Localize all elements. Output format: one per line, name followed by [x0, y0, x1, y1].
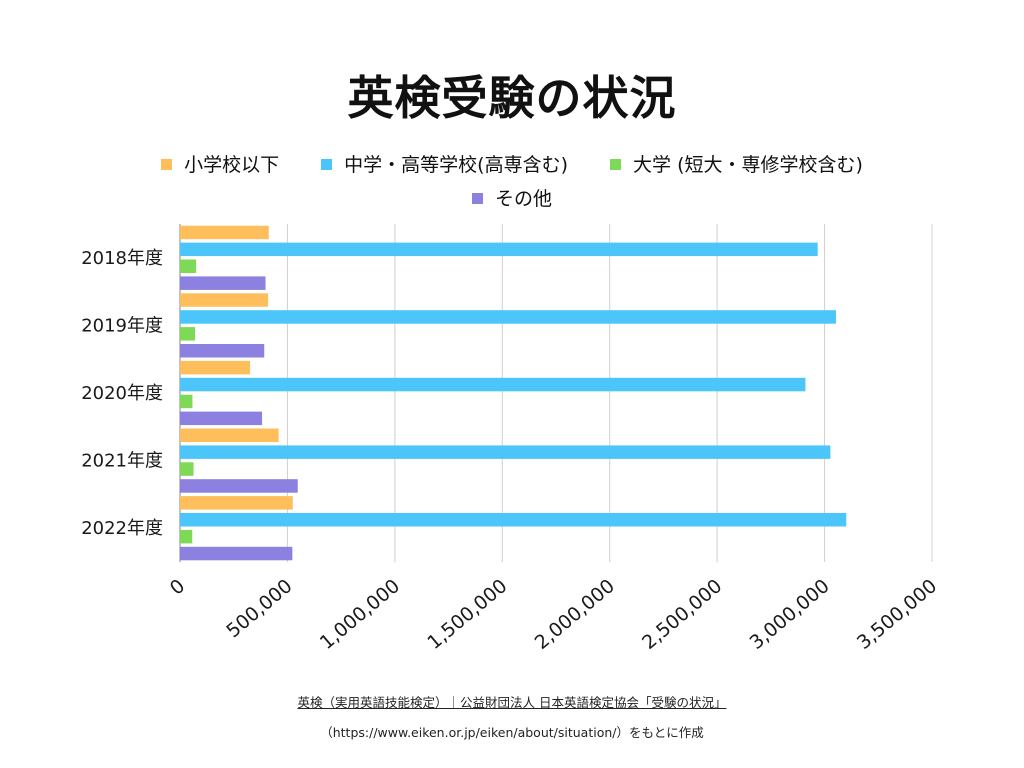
source-line-2: （https://www.eiken.or.jp/eiken/about/sit…: [320, 725, 704, 740]
bar: [180, 462, 194, 476]
bar: [180, 496, 293, 510]
bar: [180, 529, 193, 544]
x-tick-label: 3,500,000: [853, 575, 941, 654]
x-tick-labels: 0 500,000 1,000,000 1,500,000 2,000,000 2,500…: [166, 575, 941, 654]
bar: [180, 546, 293, 561]
source-line-1: 英検（実用英語技能検定）｜公益財団法人 日本英語検定協会「受験の状況」: [297, 695, 727, 710]
x-tick-label: 0: [166, 575, 189, 600]
category-label: 2019年度: [81, 315, 163, 336]
x-tick-label: 1,500,000: [423, 575, 511, 654]
category-label: 2018年度: [81, 248, 163, 269]
legend: 小学校以下 中学・高等学校(高専含む) 大学 (短大・専修学校含む) その他: [112, 148, 912, 216]
bar: [180, 327, 196, 341]
category-label: 2020年度: [81, 383, 163, 404]
bar: [180, 479, 298, 493]
x-tick-label: 500,000: [222, 575, 296, 642]
bar: [180, 293, 269, 307]
bar: [180, 394, 193, 409]
bar-chart: 2018年度 2019年度 2020年度 2021年度 2022年度 0 500,000 1…: [81, 224, 941, 654]
legend-swatch: [471, 193, 483, 204]
gridlines: [179, 224, 933, 562]
legend-label: 小学校以下: [184, 154, 280, 176]
legend-label: その他: [494, 188, 552, 210]
legend-label: 中学・高等学校(高専含む): [344, 154, 568, 176]
legend-swatch: [321, 159, 333, 170]
source-note: 英検（実用英語技能検定）｜公益財団法人 日本英語検定協会「受験の状況」 （htt…: [0, 688, 1024, 748]
legend-item-secondary: 中学・高等学校(高専含む): [321, 148, 568, 182]
bar: [180, 513, 847, 527]
bar: [180, 377, 806, 392]
bar: [180, 445, 831, 459]
x-tick-label: 2,500,000: [638, 575, 726, 654]
bars: [180, 225, 847, 561]
legend-item-elementary: 小学校以下: [161, 148, 279, 182]
category-label: 2021年度: [81, 451, 163, 472]
x-tick-label: 2,000,000: [531, 575, 619, 654]
category-labels: 2018年度 2019年度 2020年度 2021年度 2022年度: [81, 248, 163, 539]
bar: [180, 242, 818, 257]
x-tick-label: 3,000,000: [746, 575, 834, 654]
chart-title: 英検受験の状況: [347, 71, 677, 125]
bar: [180, 344, 265, 358]
legend-item-university: 大学 (短大・専修学校含む): [610, 148, 863, 182]
bar: [180, 259, 197, 273]
legend-swatch: [161, 159, 173, 170]
bar: [180, 225, 269, 240]
legend-swatch: [610, 159, 622, 170]
bar: [180, 310, 836, 324]
bar: [180, 360, 251, 375]
category-label: 2022年度: [81, 518, 163, 539]
legend-item-other: その他: [471, 182, 552, 216]
bar: [180, 276, 266, 290]
legend-label: 大学 (短大・専修学校含む): [633, 154, 863, 176]
x-tick-label: 1,000,000: [316, 575, 404, 654]
bar: [180, 428, 279, 442]
bar: [180, 411, 263, 426]
